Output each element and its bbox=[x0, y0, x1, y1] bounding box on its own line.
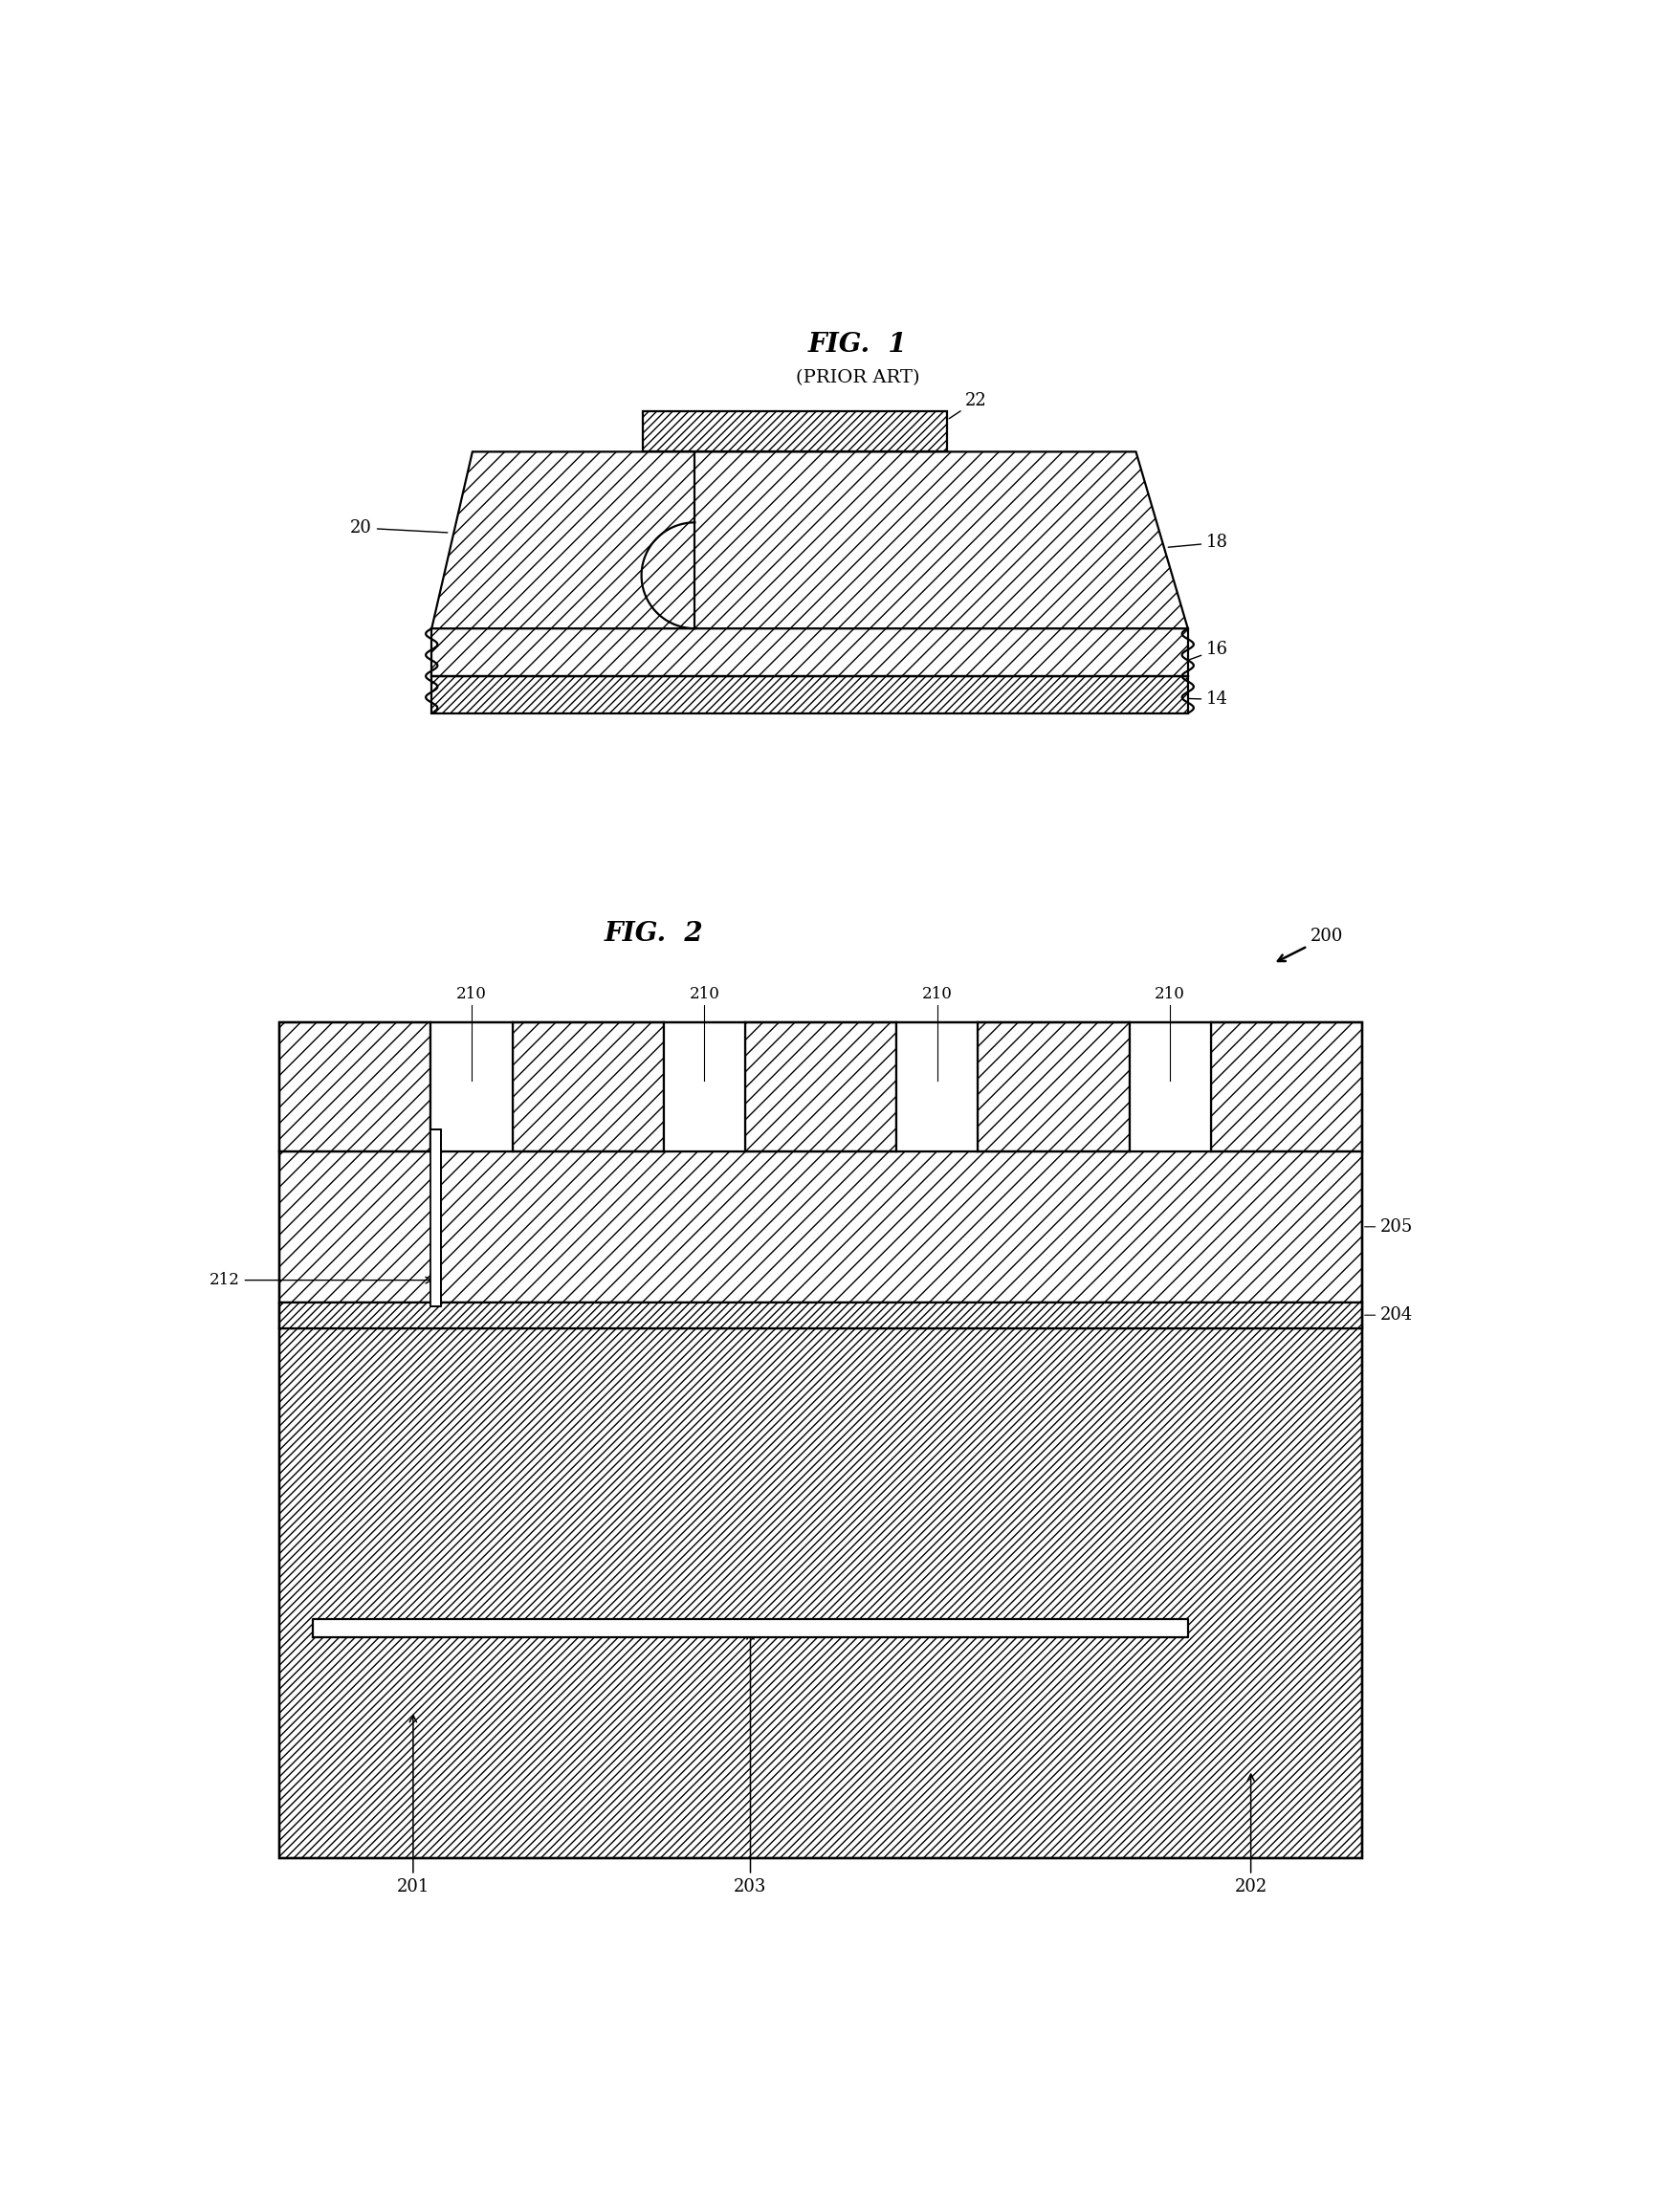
Text: 20: 20 bbox=[350, 520, 447, 538]
Text: 201: 201 bbox=[397, 1714, 430, 1896]
Text: FIG.  1: FIG. 1 bbox=[809, 332, 907, 358]
Bar bbox=[280, 1303, 1363, 1327]
Bar bbox=[1130, 1022, 1210, 1150]
Text: 210: 210 bbox=[1155, 987, 1185, 1002]
Bar bbox=[280, 1303, 1363, 1327]
Bar bbox=[1210, 1022, 1363, 1150]
Text: 16: 16 bbox=[1187, 641, 1229, 661]
Text: 210: 210 bbox=[690, 987, 720, 1002]
Bar bbox=[280, 1303, 1363, 1327]
Text: 205: 205 bbox=[1364, 1219, 1413, 1234]
Text: 202: 202 bbox=[1234, 1774, 1267, 1896]
Bar bbox=[280, 1150, 1363, 1303]
Text: 200: 200 bbox=[1277, 929, 1343, 962]
Text: 212: 212 bbox=[209, 1272, 432, 1287]
Bar bbox=[432, 628, 1189, 677]
Text: FIG.  2: FIG. 2 bbox=[604, 920, 703, 947]
Text: 210: 210 bbox=[457, 987, 487, 1002]
Bar bbox=[745, 1022, 897, 1150]
Bar bbox=[430, 1022, 512, 1150]
Bar bbox=[280, 1022, 430, 1150]
Bar bbox=[280, 1327, 1363, 1858]
Text: 22: 22 bbox=[949, 392, 988, 418]
Text: 14: 14 bbox=[1187, 690, 1229, 708]
Bar bbox=[430, 1128, 442, 1305]
Bar bbox=[280, 1022, 1363, 1858]
Text: 203: 203 bbox=[733, 1632, 767, 1896]
Text: 210: 210 bbox=[922, 987, 953, 1002]
Bar bbox=[663, 1022, 745, 1150]
Text: 18: 18 bbox=[1168, 533, 1229, 551]
Bar bbox=[643, 411, 947, 451]
Text: 204: 204 bbox=[1364, 1307, 1413, 1323]
Text: (PRIOR ART): (PRIOR ART) bbox=[797, 369, 921, 387]
Bar bbox=[978, 1022, 1130, 1150]
Bar bbox=[512, 1022, 663, 1150]
Polygon shape bbox=[432, 451, 1189, 628]
Bar bbox=[897, 1022, 978, 1150]
Bar bbox=[432, 677, 1189, 712]
Bar bbox=[313, 1619, 1189, 1637]
